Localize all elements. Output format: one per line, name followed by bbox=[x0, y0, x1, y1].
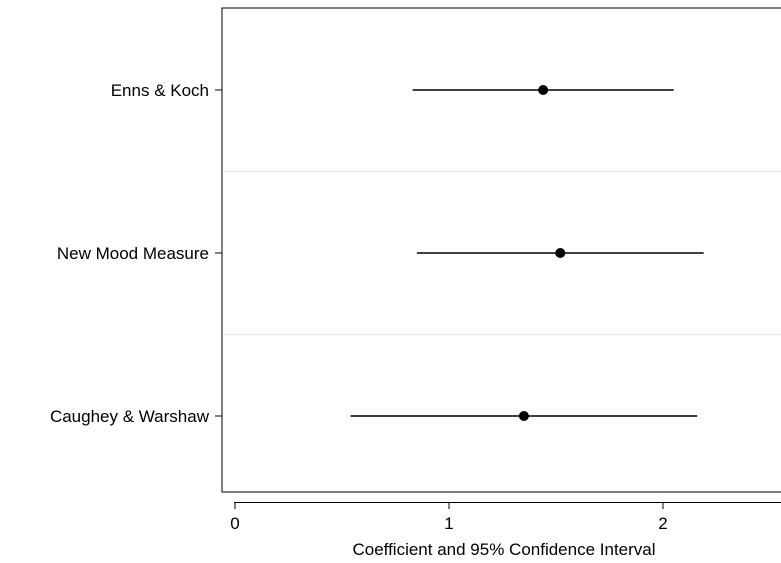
category-label-new-mood-measure: New Mood Measure bbox=[57, 244, 209, 263]
x-axis-title: Coefficient and 95% Confidence Interval bbox=[352, 540, 655, 559]
category-label-enns-and-koch: Enns & Koch bbox=[111, 81, 209, 100]
estimate-point-layer bbox=[518, 85, 566, 421]
x-tick-label-2: 2 bbox=[658, 514, 667, 533]
plot-frame bbox=[221, 7, 781, 493]
estimate-point-new-mood-measure bbox=[555, 248, 566, 258]
x-axis-tick-layer: 0 1 2 bbox=[230, 502, 668, 533]
estimate-point-caughey-and-warshaw bbox=[518, 411, 529, 421]
category-label-layer: Enns & Koch New Mood Measure Caughey & War… bbox=[50, 81, 222, 426]
x-tick-label-0: 0 bbox=[230, 514, 239, 533]
category-label-caughey-and-warshaw: Caughey & Warshaw bbox=[50, 407, 210, 426]
confidence-interval-layer bbox=[350, 89, 704, 417]
estimate-point-enns-and-koch bbox=[538, 85, 549, 95]
x-tick-label-1: 1 bbox=[444, 514, 453, 533]
